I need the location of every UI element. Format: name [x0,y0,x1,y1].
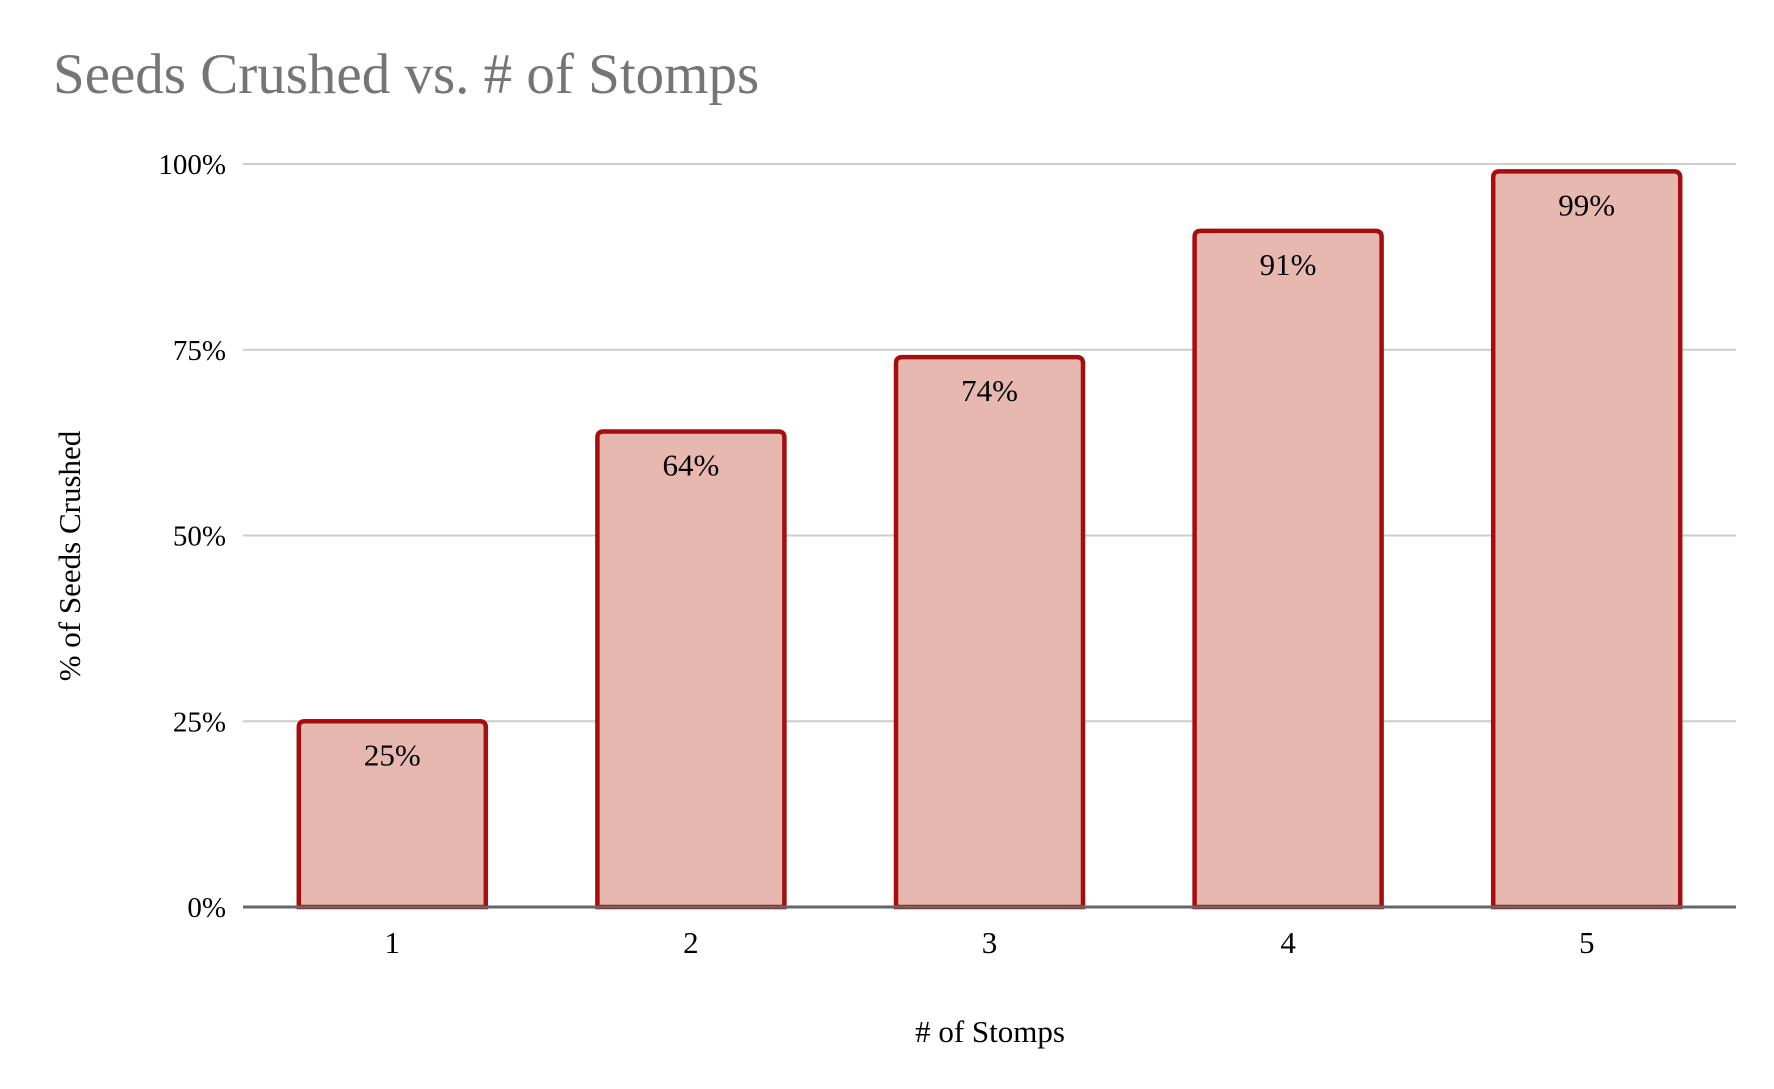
x-tick-label: 1 [385,925,401,960]
bar [893,354,1086,910]
chart-title: Seeds Crushed vs. # of Stomps [53,43,760,106]
bar [1192,228,1384,910]
bar-data-label: 25% [364,737,421,772]
bar [595,429,787,910]
bar-data-label: 99% [1558,187,1615,222]
y-tick-label: 75% [173,335,226,367]
bar-data-label: 64% [662,447,719,482]
x-axis-title: # of Stomps [915,1014,1065,1049]
bar [1490,169,1683,910]
x-tick-label: 2 [683,925,699,960]
y-axis-tick-labels: 0% 25% 50% 75% 100% [158,149,226,924]
y-tick-label: 25% [173,706,226,738]
y-axis-title: % of Seeds Crushed [52,430,87,681]
x-tick-label: 5 [1579,925,1595,960]
y-tick-label: 50% [173,521,226,553]
y-tick-label: 0% [187,892,226,924]
x-tick-label: 3 [982,925,998,960]
y-tick-label: 100% [158,149,226,181]
bar-data-label: 91% [1260,247,1317,282]
bar [296,719,489,910]
bar-data-labels: 25% 64% 74% 91% 99% [364,187,1615,772]
bars [296,169,1683,910]
x-tick-label: 4 [1280,925,1296,960]
bar-data-label: 74% [961,373,1018,408]
x-axis-tick-labels: 1 2 3 4 5 [385,925,1595,960]
